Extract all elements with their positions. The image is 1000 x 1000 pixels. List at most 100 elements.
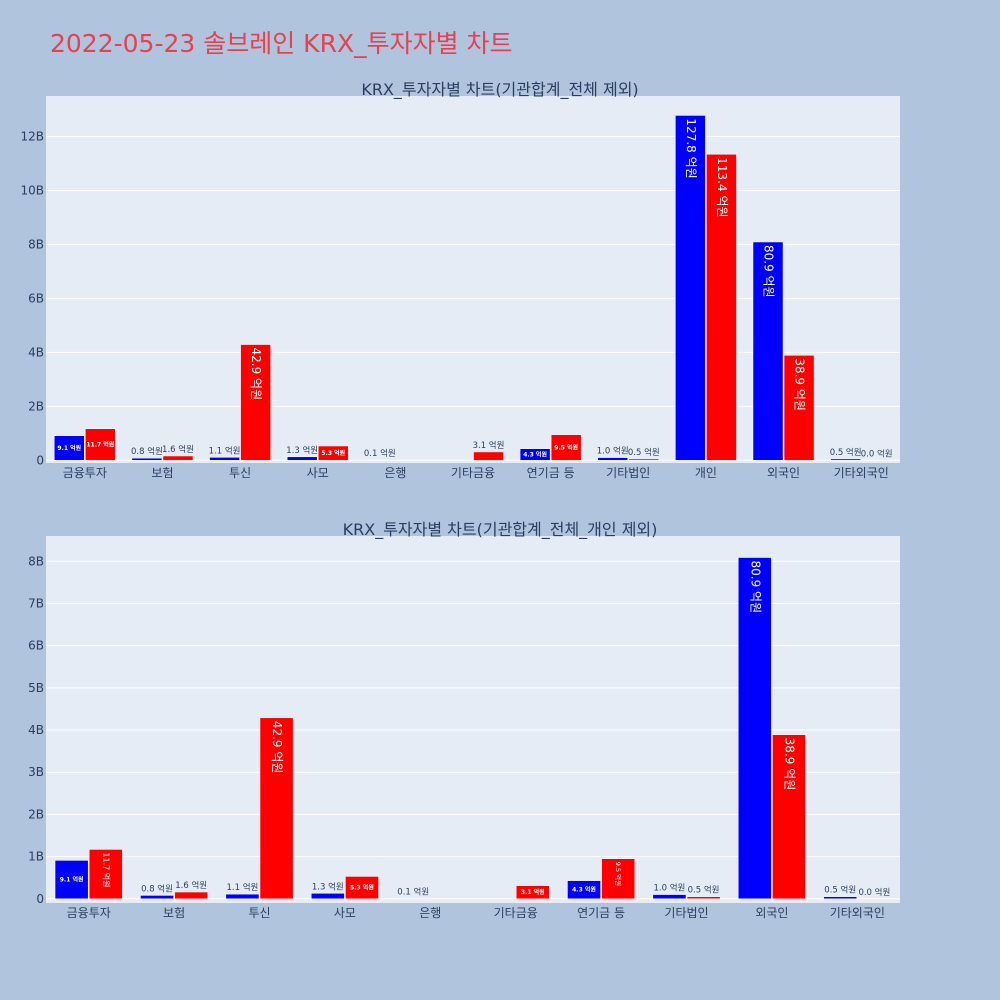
y-tick-label: 6B [28,639,44,653]
bar-label: 11.7 억원 [86,441,114,449]
bar-label: 0.1 억원 [364,448,396,459]
page-title: 2022-05-23 솔브레인 KRX_투자자별 차트 [50,29,513,58]
chart-panel-2: 0 1B 2B 3B 4B 5B 6B 7B 8B KRX_투자자별 차트(기관합계_전체_개인 … [28,520,900,920]
bar-label: 0.8 억원 [131,446,163,457]
x-tick-label: 사모 [307,466,329,480]
plot-area [46,536,900,903]
chart-panel-1: 0 2B 4B 6B 8B 10B 12B KRX_투자자별 차트(기관합계_전체 제외) 금융… [20,80,900,480]
x-tick-label: 기타외국인 [830,906,885,920]
bar-label: 1.1 억원 [209,445,241,456]
bar-label: 113.4 억원 [715,157,729,217]
y-tick-label: 7B [28,596,44,610]
bar-label: 3.1 억원 [473,440,505,451]
x-tick-label: 금융투자 [63,466,107,480]
x-tick-label: 금융투자 [67,906,111,920]
bar [286,456,318,461]
bar-label: 127.8 억원 [684,118,698,178]
bar [652,894,687,900]
chart-title: KRX_투자자별 차트(기관합계_전체_개인 제외) [343,520,658,540]
bar [209,457,240,461]
bar-label: 42.9 억원 [249,348,263,401]
bar [54,860,89,900]
x-tick-label: 기타외국인 [834,466,889,480]
x-tick-label: 기타법인 [606,466,650,480]
bar-label: 9.5 억원 [554,443,578,451]
bar [706,154,737,461]
bar [140,895,174,900]
y-tick-label: 1B [28,850,44,864]
y-tick-label: 12B [20,129,44,143]
bar [772,734,806,900]
bar-label: 1.3 억원 [312,881,344,892]
bar [317,445,349,461]
bar-label: 4.3 억원 [572,886,596,894]
bar-label: 0.0 억원 [858,887,890,898]
bar [675,115,706,461]
bar [597,457,629,461]
bar-label: 0.5 억원 [628,447,660,458]
bar-label: 1.3 억원 [286,445,318,456]
y-tick-label: 0 [36,453,44,467]
x-tick-label: 투신 [229,466,251,480]
bar-label: 1.6 억원 [162,444,194,455]
bar [686,896,721,900]
x-tick-label: 기타금융 [451,466,495,480]
bar [85,428,116,461]
y-tick-label: 4B [28,345,44,359]
y-tick-label: 0 [36,892,44,906]
bar-label: 0.8 억원 [141,883,173,894]
bar [131,457,163,461]
bar-label: 42.9 억원 [270,721,284,774]
bar [823,896,858,900]
y-tick-label: 2B [28,807,44,821]
x-tick-label: 은행 [384,465,406,480]
y-tick-label: 10B [20,183,44,197]
y-tick-label: 4B [28,723,44,737]
x-tick-label: 개인 [695,466,717,480]
bar-label: 9.5 억원 [614,862,623,886]
y-tick-label: 3B [28,765,44,779]
bar [259,717,294,900]
bar-label: 0.0 억원 [861,448,893,459]
bar [240,344,271,461]
x-tick-label: 연기금 등 [527,466,575,480]
bar-label: 0.1 억원 [397,886,429,897]
bar [162,455,194,461]
y-tick-label: 8B [28,237,44,251]
x-tick-label: 연기금 등 [577,906,625,920]
bar [473,451,504,461]
x-tick-label: 외국인 [767,466,800,480]
bar-label: 80.9 억원 [762,245,776,298]
bar [310,893,345,900]
bar-label: 0.5 억원 [824,885,856,896]
bar [783,355,815,461]
bar-label: 1.6 억원 [175,880,207,891]
bar [225,893,260,900]
bar-label: 1.0 억원 [597,446,629,457]
y-tick-label: 8B [28,554,44,568]
bar [567,880,601,900]
y-tick-label: 6B [28,291,44,305]
bar-label: 0.5 억원 [830,447,862,458]
bar-label: 80.9 억원 [748,561,762,614]
bar [601,858,636,900]
bar [88,849,123,900]
bar [830,458,861,461]
bar [628,458,660,461]
bar-label: 4.3 억원 [523,450,547,458]
bar [345,876,379,900]
bar [54,435,85,461]
x-tick-label: 보험 [151,466,173,480]
x-tick-label: 투신 [248,906,270,920]
bar-label: 0.5 억원 [688,885,720,896]
bar [752,241,784,461]
bar-label: 9.1 억원 [60,876,84,884]
bar-label: 1.0 억원 [653,883,685,894]
x-tick-label: 기타금융 [494,906,538,920]
chart-title: KRX_투자자별 차트(기관합계_전체 제외) [361,80,638,100]
bar-label: 1.1 억원 [226,882,258,893]
x-tick-label: 사모 [334,906,356,920]
x-tick-label: 외국인 [755,906,788,920]
x-tick-label: 은행 [419,905,441,920]
